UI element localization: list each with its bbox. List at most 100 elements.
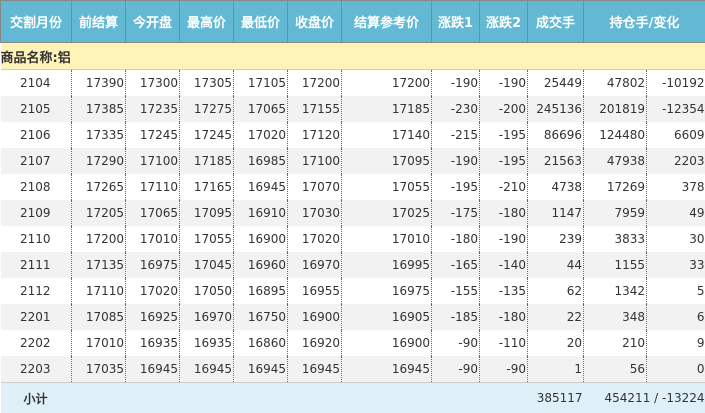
- table-cell: 17025: [341, 200, 432, 226]
- table-cell: 17185: [179, 148, 234, 174]
- table-cell: -190: [479, 69, 528, 96]
- column-header[interactable]: 收盘价: [287, 0, 342, 43]
- table-row[interactable]: 2112 17110 17020 17050 16895 16955 16975 -155 -1…: [1, 278, 705, 304]
- table-cell: 17265: [71, 174, 126, 200]
- table-cell: 2203: [646, 148, 705, 174]
- table-cell: 17165: [179, 174, 234, 200]
- table-cell: 17385: [71, 96, 126, 122]
- table-row[interactable]: 2108 17265 17110 17165 16945 17070 17055 -195 -2…: [1, 174, 705, 200]
- table-cell: 17045: [179, 252, 234, 278]
- table-cell: -90: [431, 356, 480, 383]
- table-cell: 20: [527, 330, 584, 356]
- table-cell: 16900: [341, 330, 432, 356]
- table-cell: 6: [646, 304, 705, 330]
- table-row[interactable]: 2105 17385 17235 17275 17065 17155 17185 -230 -2…: [0, 96, 705, 122]
- subtotal-row: 小计 385117 454211 / -13224: [0, 382, 705, 413]
- table-cell: -230: [431, 96, 480, 122]
- table-cell: 9: [646, 330, 705, 356]
- table-cell: 47802: [583, 69, 647, 96]
- table-row[interactable]: 2107 17290 17100 17185 16985 17100 17095 -190 -1…: [0, 148, 705, 174]
- table-cell: 16860: [233, 330, 288, 356]
- column-header[interactable]: 持仓手/变化: [583, 0, 705, 43]
- table-cell: 17275: [179, 96, 234, 122]
- subtotal-open-interest: 454211 / -13224: [583, 382, 705, 413]
- column-header[interactable]: 涨跌1: [431, 0, 480, 43]
- table-row[interactable]: 2109 17205 17065 17095 16910 17030 17025 -175 -1…: [0, 200, 705, 226]
- table-cell: 17120: [287, 122, 342, 148]
- table-row[interactable]: 2202 17010 16935 16935 16860 16920 16900 -90 -11…: [1, 330, 705, 356]
- commodity-name: 商品名称:铝: [0, 42, 705, 70]
- table-cell: 2202: [19, 336, 51, 350]
- table-cell: 2108: [19, 180, 51, 194]
- table-cell: 17085: [71, 304, 126, 330]
- table-cell: 7959: [583, 200, 647, 226]
- column-header[interactable]: 今开盘: [125, 0, 180, 43]
- table-cell: 2201: [0, 304, 72, 330]
- table-cell: 17070: [287, 174, 342, 200]
- header-row: 交割月份 前结算 今开盘 最高价 最低价 收盘价 结算参考价 涨跌1 涨跌2 成交手 持仓手/变化: [0, 0, 705, 43]
- table-cell: -180: [479, 304, 528, 330]
- column-header[interactable]: 涨跌2: [479, 0, 528, 43]
- table-cell: 17200: [71, 226, 126, 252]
- table-row[interactable]: 2106 17335 17245 17245 17020 17120 17140 -215 -1…: [1, 122, 705, 148]
- table-cell: 16955: [287, 278, 342, 304]
- column-header[interactable]: 前结算: [71, 0, 126, 43]
- subtotal-volume: 385117: [527, 382, 584, 413]
- column-header[interactable]: 结算参考价: [341, 0, 432, 43]
- table-cell: -110: [479, 330, 528, 356]
- table-cell: 16895: [233, 278, 288, 304]
- table-cell: 17235: [125, 96, 180, 122]
- table-cell: 210: [583, 330, 647, 356]
- table-cell: 17055: [179, 226, 234, 252]
- table-cell: 16970: [287, 252, 342, 278]
- table-row[interactable]: 2110 17200 17010 17055 16900 17020 17010 -180 -1…: [1, 226, 705, 252]
- column-header[interactable]: 最高价: [179, 0, 234, 43]
- table-cell: 3833: [583, 226, 647, 252]
- table-cell: 17205: [71, 200, 126, 226]
- table-cell: 2112: [19, 284, 51, 298]
- table-cell: 17155: [287, 96, 342, 122]
- table-cell: 2104: [19, 76, 51, 90]
- table-cell: -155: [431, 278, 480, 304]
- table-cell: 17110: [71, 278, 126, 304]
- table-cell: -165: [431, 252, 480, 278]
- table-row[interactable]: 2104 17390 17300 17305 17105 17200 17200 -190 -1…: [1, 69, 705, 96]
- table-cell: 16900: [233, 226, 288, 252]
- table-cell: 62: [527, 278, 584, 304]
- table-cell: 17245: [179, 122, 234, 148]
- table-cell: -195: [479, 122, 528, 148]
- table-cell: -185: [431, 304, 480, 330]
- column-header[interactable]: 交割月份: [0, 0, 72, 43]
- table-cell: 17065: [233, 96, 288, 122]
- table-cell: -12354: [646, 96, 705, 122]
- table-cell: 44: [527, 252, 584, 278]
- table-cell: -140: [479, 252, 528, 278]
- table-cell: -210: [479, 174, 528, 200]
- table-cell: 16945: [179, 356, 234, 383]
- table-cell: 17110: [125, 174, 180, 200]
- table-cell: 17055: [341, 174, 432, 200]
- table-cell: 16975: [341, 278, 432, 304]
- table-cell: 16900: [287, 304, 342, 330]
- table-cell: 16960: [233, 252, 288, 278]
- table-row[interactable]: 2201 17085 16925 16970 16750 16900 16905 -185 -1…: [0, 304, 705, 330]
- table-cell: 17269: [583, 174, 647, 200]
- table-cell: 4738: [527, 174, 584, 200]
- table-cell: 16945: [341, 356, 432, 383]
- subtotal-label: 小计: [0, 382, 72, 413]
- table-cell: 16910: [233, 200, 288, 226]
- table-cell: 1: [527, 356, 584, 383]
- column-header[interactable]: 最低价: [233, 0, 288, 43]
- table-cell: -10192: [646, 69, 705, 96]
- column-header[interactable]: 成交手: [527, 0, 584, 43]
- table-row[interactable]: 2203 17035 16945 16945 16945 16945 16945 -90 -90…: [0, 356, 705, 383]
- table-cell: -195: [479, 148, 528, 174]
- table-cell: -180: [431, 226, 480, 252]
- table-cell: -190: [431, 148, 480, 174]
- table-cell: 0: [646, 356, 705, 383]
- table-cell: -180: [479, 200, 528, 226]
- table-row[interactable]: 2111 17135 16975 17045 16960 16970 16995 -165 -1…: [0, 252, 705, 278]
- table-cell: 17100: [287, 148, 342, 174]
- table-cell: 17290: [71, 148, 126, 174]
- table-cell: 16945: [233, 356, 288, 383]
